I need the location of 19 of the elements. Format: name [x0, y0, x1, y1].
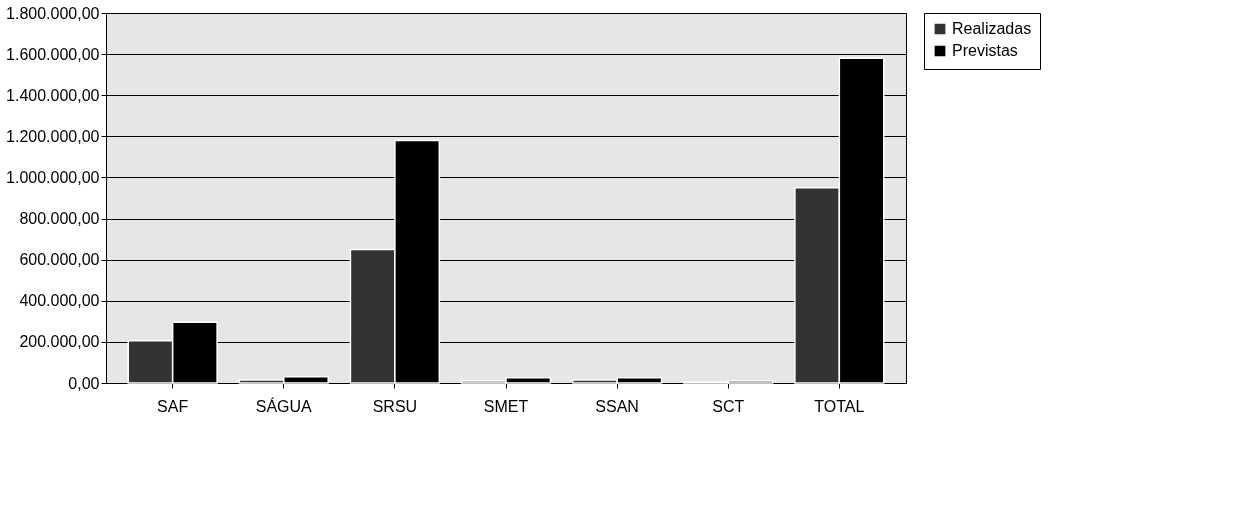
legend-label: Realizadas	[952, 20, 1032, 37]
y-tick-label: 200.000,00	[19, 333, 100, 351]
y-tick-label: 1.000.000,00	[6, 168, 100, 186]
y-tick-label: 1.800.000,00	[6, 4, 100, 22]
x-tick-label: SRSU	[372, 397, 418, 415]
x-tick-label: SMET	[483, 397, 529, 415]
y-tick-label: 1.200.000,00	[6, 127, 100, 145]
y-tick-label: 800.000,00	[19, 210, 100, 228]
y-tick-label: 0,00	[68, 374, 100, 392]
y-tick-label: 1.400.000,00	[6, 86, 100, 104]
y-tick-label: 1.600.000,00	[6, 45, 100, 63]
legend-label: Previstas	[952, 42, 1018, 59]
x-tick-label: SÁGUA	[255, 396, 313, 415]
x-tick-label: SSAN	[595, 397, 639, 415]
x-tick-label: SCT	[712, 397, 745, 415]
x-tick-label: SAF	[157, 397, 189, 415]
y-tick-label: 400.000,00	[19, 292, 100, 310]
x-tick-label: TOTAL	[814, 397, 865, 415]
y-tick-label: 600.000,00	[19, 251, 100, 269]
